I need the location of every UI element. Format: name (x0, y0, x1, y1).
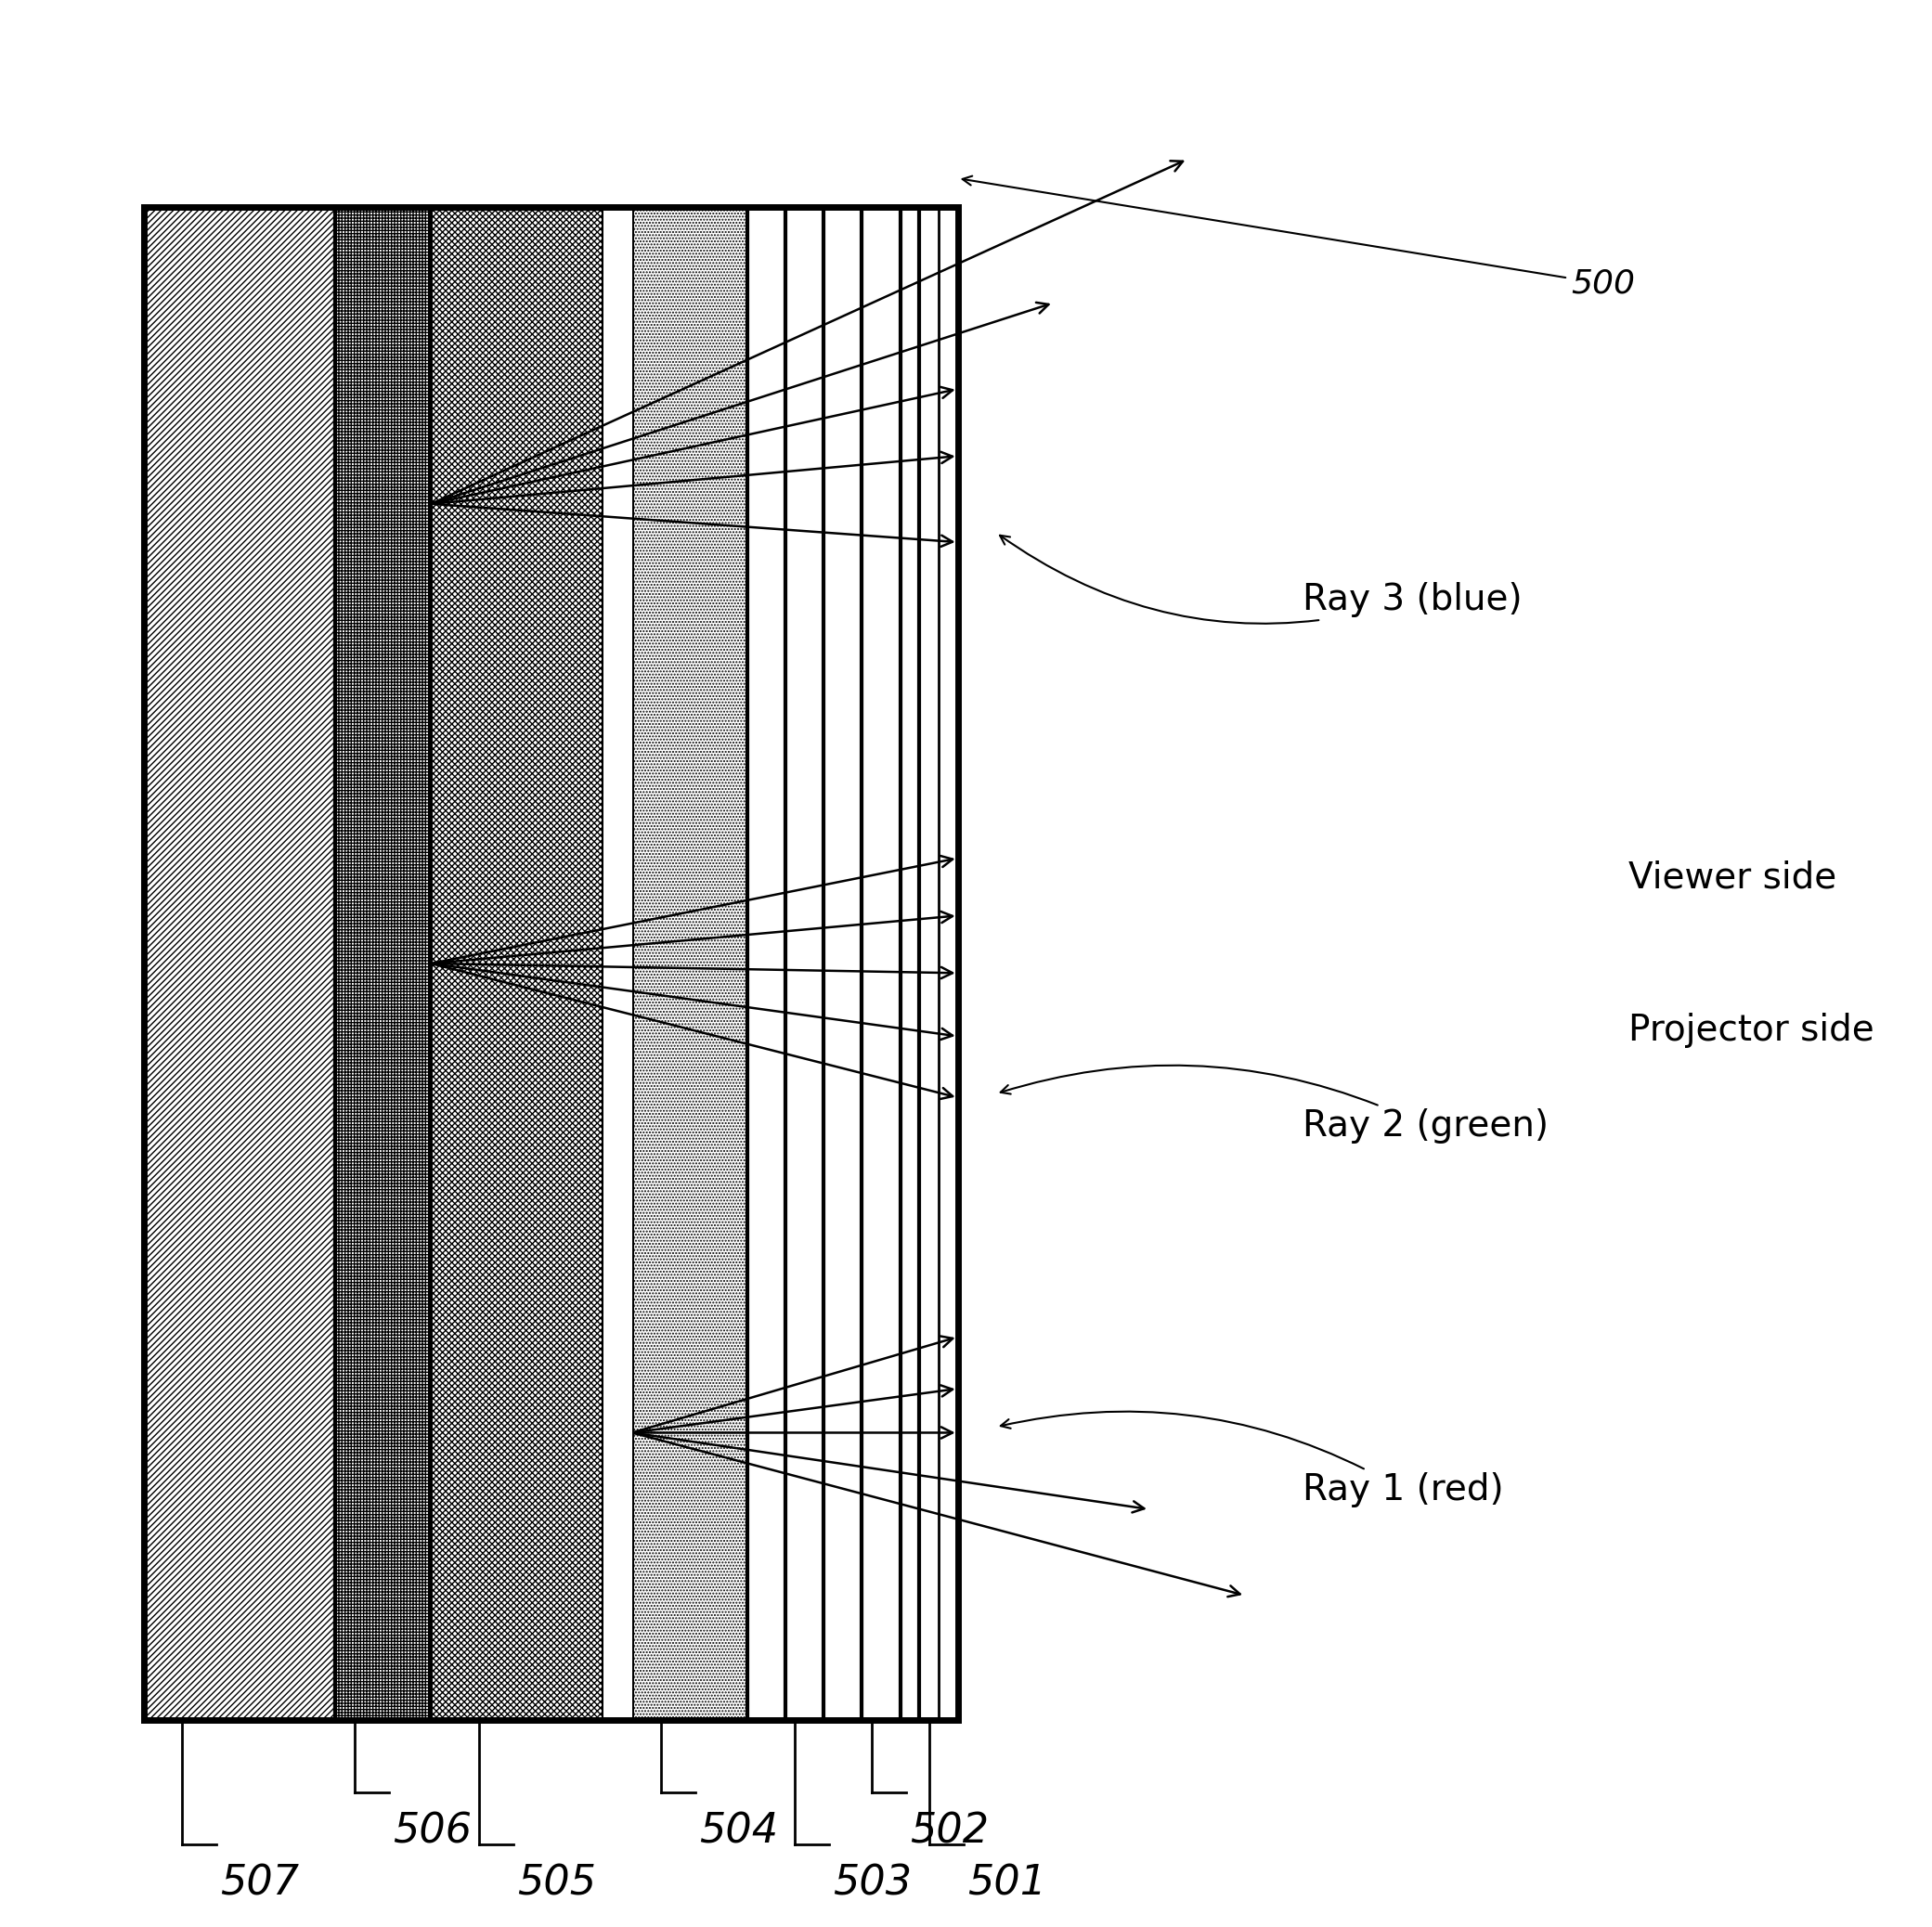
Bar (784, 206, 823, 1721)
Bar (632, 206, 748, 1721)
Text: Viewer side: Viewer side (1629, 859, 1835, 894)
Text: 500: 500 (962, 175, 1634, 299)
Bar (603, 206, 632, 1721)
Text: 505: 505 (518, 1863, 597, 1904)
Bar (862, 206, 900, 1721)
Bar (431, 206, 603, 1721)
Text: Ray 1 (red): Ray 1 (red) (1001, 1411, 1503, 1507)
Text: Ray 3 (blue): Ray 3 (blue) (1001, 536, 1522, 624)
Bar (143, 206, 958, 1721)
Text: 506: 506 (392, 1811, 471, 1852)
Text: 504: 504 (699, 1811, 779, 1852)
Text: Projector side: Projector side (1629, 1014, 1874, 1048)
Text: 502: 502 (910, 1811, 989, 1852)
Bar (334, 206, 431, 1721)
Text: 507: 507 (220, 1863, 299, 1904)
Text: 503: 503 (833, 1863, 912, 1904)
Bar (143, 206, 334, 1721)
Text: Ray 2 (green): Ray 2 (green) (1001, 1066, 1549, 1145)
Bar (920, 206, 958, 1721)
Text: 501: 501 (968, 1863, 1047, 1904)
